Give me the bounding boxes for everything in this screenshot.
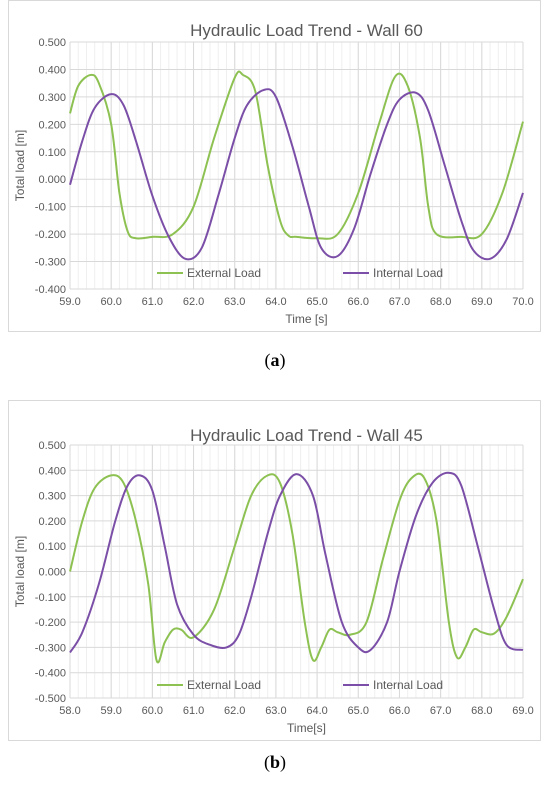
chart-1-y-tick-label: -0.100: [35, 592, 66, 604]
chart-0-legend-label-external: External Load: [187, 266, 261, 280]
chart-0-x-tick-label: 62.0: [183, 296, 204, 308]
chart-1-y-tick-label: -0.400: [35, 668, 66, 680]
chart-1-x-tick-label: 66.0: [389, 705, 410, 717]
chart-1-y-tick-label: -0.200: [35, 617, 66, 629]
chart-1-legend-label-external: External Load: [187, 678, 261, 692]
chart-1-y-tick-label: 0.300: [38, 491, 66, 503]
chart-1-y-tick-label: 0.100: [38, 541, 66, 553]
chart-1-x-tick-label: 63.0: [265, 705, 286, 717]
chart-1-x-tick-label: 59.0: [100, 705, 121, 717]
chart-panel-b: 0.500 0.400 0.300 0.200 0.100 0.000 -0.100 -0.2…: [0, 400, 550, 787]
chart-0-y-tick-label: 0.400: [38, 64, 66, 76]
chart-0-series-line-external: [69, 70, 524, 240]
chart-0-y-tick-label: 0.100: [38, 147, 66, 159]
chart-0-series-line-internal: [69, 88, 524, 261]
chart-1-y-tick-label: 0.400: [38, 465, 66, 477]
chart-0-title: Hydraulic Load Trend - Wall 60: [190, 21, 423, 40]
chart-0-x-tick-label: 63.0: [224, 296, 245, 308]
chart-0-y-tick-label: 0.500: [38, 37, 66, 49]
chart-1-series-line-internal: [69, 471, 524, 654]
chart-1-x-tick-label: 68.0: [471, 705, 492, 717]
chart-0-x-tick-label: 70.0: [512, 296, 533, 308]
chart-1-series-line-external: [69, 472, 524, 664]
chart-0-legend-label-internal: Internal Load: [373, 266, 443, 280]
chart-1-x-tick-label: 60.0: [142, 705, 163, 717]
chart-0-y-tick-label: 0.200: [38, 119, 66, 131]
chart-0-x-tick-label: 59.0: [59, 296, 80, 308]
chart-1-x-tick-label: 64.0: [306, 705, 327, 717]
caption-a: (a): [264, 350, 286, 370]
caption-b: (b): [263, 752, 286, 772]
chart-0-x-tick-label: 65.0: [306, 296, 327, 308]
chart-1-y-tick-label: 0.200: [38, 516, 66, 528]
chart-1-x-tick-label: 62.0: [224, 705, 245, 717]
chart-1-y-tick-label: 0.500: [38, 440, 66, 452]
chart-1-frame: [8, 400, 541, 741]
chart-1-x-tick-label: 58.0: [59, 705, 80, 717]
chart-1-x-tick-label: 69.0: [512, 705, 533, 717]
chart-0-x-tick-label: 61.0: [142, 296, 163, 308]
chart-1-y-tick-label: -0.500: [35, 693, 66, 705]
chart-b: 0.500 0.400 0.300 0.200 0.100 0.000 -0.100 -0.2…: [8, 400, 541, 741]
chart-1-x-axis-label: Time[s]: [287, 721, 326, 735]
chart-1-legend-label-internal: Internal Load: [373, 678, 443, 692]
chart-0-x-tick-label: 67.0: [389, 296, 410, 308]
chart-0-y-tick-label: -0.300: [35, 257, 66, 269]
chart-0-y-tick-label: -0.100: [35, 202, 66, 214]
chart-0-y-tick-label: -0.400: [35, 284, 66, 296]
chart-0-x-tick-label: 69.0: [471, 296, 492, 308]
chart-1-y-tick-label: 0.000: [38, 567, 66, 579]
chart-0-y-tick-label: 0.300: [38, 92, 66, 104]
chart-0-x-axis-label: Time [s]: [285, 312, 327, 326]
chart-0-x-tick-label: 60.0: [100, 296, 121, 308]
chart-0-frame: [8, 0, 541, 332]
chart-1-x-tick-label: 67.0: [430, 705, 451, 717]
chart-1-y-axis-label: Total load [m]: [13, 536, 27, 607]
chart-0-y-tick-label: 0.000: [38, 174, 66, 186]
chart-1-y-tick-label: -0.300: [35, 642, 66, 654]
chart-0-x-tick-label: 66.0: [348, 296, 369, 308]
chart-0-y-tick-label: -0.200: [35, 229, 66, 241]
chart-0-x-tick-label: 68.0: [430, 296, 451, 308]
chart-1-title: Hydraulic Load Trend - Wall 45: [190, 426, 423, 445]
chart-0-x-tick-label: 64.0: [265, 296, 286, 308]
chart-panel-a: 0.500 0.400 0.300 0.200 0.100 0.000 -0.100 -0.2…: [0, 0, 550, 390]
chart-1-x-tick-label: 61.0: [183, 705, 204, 717]
chart-0-y-axis-label: Total load [m]: [13, 130, 27, 201]
chart-a: 0.500 0.400 0.300 0.200 0.100 0.000 -0.100 -0.2…: [8, 0, 541, 332]
chart-1-x-tick-label: 65.0: [348, 705, 369, 717]
